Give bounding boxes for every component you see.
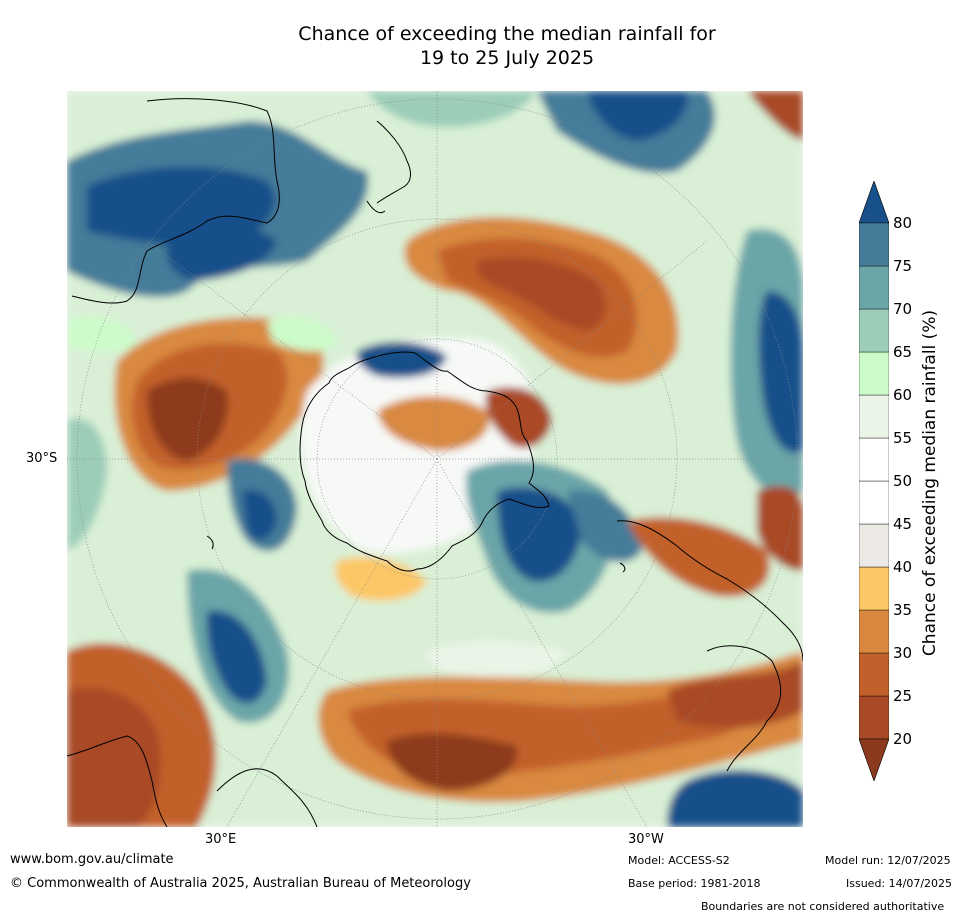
colorbar-tick-label: 30 bbox=[893, 644, 913, 662]
rainfall-map bbox=[67, 91, 803, 827]
colorbar-tick-label: 60 bbox=[893, 386, 913, 404]
colorbar-tick-label: 25 bbox=[893, 687, 913, 705]
colorbar-tick-label: 45 bbox=[893, 515, 913, 533]
colorbar-tick-label: 35 bbox=[893, 601, 913, 619]
rainfall-shading bbox=[67, 91, 803, 827]
title-line-1: Chance of exceeding the median rainfall … bbox=[298, 23, 716, 45]
latitude-label: 30°S bbox=[26, 451, 58, 466]
colorbar-tick-label: 55 bbox=[893, 429, 913, 447]
colorbar-band bbox=[859, 437, 889, 482]
colorbar-band bbox=[859, 566, 889, 611]
title-line-2: 19 to 25 July 2025 bbox=[419, 47, 595, 69]
colorbar-tick-label: 80 bbox=[893, 214, 913, 232]
model-name: Model: ACCESS-S2 bbox=[628, 854, 730, 867]
colorbar-band bbox=[859, 308, 889, 353]
colorbar-tick-label: 20 bbox=[893, 730, 913, 748]
colorbar-tick-label: 75 bbox=[893, 257, 913, 275]
longitude-label-30e: 30°E bbox=[205, 832, 237, 847]
colorbar-tick-label: 70 bbox=[893, 300, 913, 318]
colorbar-band bbox=[859, 480, 889, 525]
coastlines bbox=[67, 98, 803, 827]
colorbar-band bbox=[859, 609, 889, 654]
boundaries-disclaimer: Boundaries are not considered authoritat… bbox=[701, 900, 945, 913]
issued-date: Issued: 14/07/2025 bbox=[846, 877, 953, 890]
base-period: Base period: 1981-2018 bbox=[628, 877, 761, 890]
colorbar-bottom-extension bbox=[859, 738, 889, 781]
graticule bbox=[67, 91, 803, 827]
map-svg bbox=[67, 91, 803, 827]
colorbar-title: Chance of exceeding median rainfall (%) bbox=[920, 309, 940, 657]
colorbar-tick-label: 65 bbox=[893, 343, 913, 361]
colorbar-band bbox=[859, 351, 889, 396]
colorbar-band bbox=[859, 394, 889, 439]
colorbar-tick-label: 40 bbox=[893, 558, 913, 576]
model-run-date: Model run: 12/07/2025 bbox=[825, 854, 951, 867]
longitude-label-30w: 30°W bbox=[628, 832, 664, 847]
colorbar-band bbox=[859, 523, 889, 568]
colorbar-top-extension bbox=[859, 181, 889, 224]
copyright-notice: © Commonwealth of Australia 2025, Austra… bbox=[10, 876, 471, 891]
colorbar bbox=[859, 181, 889, 781]
website-link[interactable]: www.bom.gov.au/climate bbox=[10, 852, 174, 867]
chart-title: Chance of exceeding the median rainfall … bbox=[0, 22, 965, 70]
colorbar-band bbox=[859, 222, 889, 267]
colorbar-tick-label: 50 bbox=[893, 472, 913, 490]
colorbar-swatches bbox=[859, 181, 889, 781]
colorbar-band bbox=[859, 265, 889, 310]
colorbar-band bbox=[859, 695, 889, 740]
colorbar-band bbox=[859, 652, 889, 697]
